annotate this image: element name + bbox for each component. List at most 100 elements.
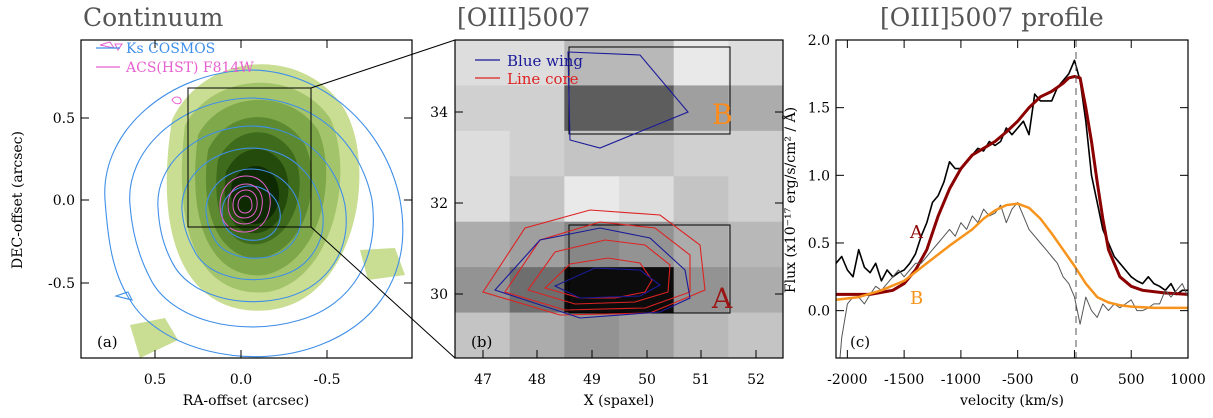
panel-a-frame	[80, 39, 413, 359]
heatmap-cell	[619, 176, 675, 223]
b-xtick-2: 49	[583, 372, 601, 388]
heatmap-cell	[455, 267, 511, 314]
c-xlabel: velocity (km/s)	[959, 393, 1064, 409]
a-ytick-2: -0.5	[48, 276, 75, 292]
heatmap-cell	[619, 85, 675, 132]
c-xtick-2: -1000	[941, 372, 981, 388]
a-ytick-0: 0.5	[53, 111, 75, 127]
panel-c: [OIII]5007 profile A B (c) -2000 -1500 -10…	[781, 3, 1206, 409]
heatmap-cell	[564, 85, 620, 132]
b-xtick-3: 50	[638, 372, 656, 388]
a-xtick-1: 0.0	[230, 372, 252, 388]
a-xtick-2: -0.5	[314, 372, 341, 388]
series-line-b-fit	[836, 202, 1188, 310]
heatmap-cell	[619, 130, 675, 177]
c-ytick-4: 2.0	[808, 33, 830, 49]
connector-top	[310, 39, 456, 89]
c-ytick-2: 1.0	[808, 168, 830, 184]
heatmap-cell	[673, 176, 729, 223]
heatmap-cell	[455, 130, 511, 177]
series-line-a	[836, 59, 1188, 296]
heatmap-cell	[455, 221, 511, 268]
heatmap-cell	[728, 221, 783, 268]
heatmap-cell	[673, 85, 729, 132]
panel-a-label: (a)	[97, 333, 118, 351]
series-line-a-fit	[836, 75, 1188, 296]
b-ytick-2: 34	[430, 105, 448, 121]
heatmap-cell	[509, 40, 565, 86]
panel-a: Continuum	[10, 3, 413, 409]
legend-ks: Ks COSMOS	[126, 41, 215, 57]
heatmap-cell	[564, 40, 620, 86]
panel-a-legend: Ks COSMOS ACS(HST) F814W	[96, 41, 254, 76]
b-xtick-5: 52	[747, 372, 765, 388]
a-ylabel: DEC-offset (arcsec)	[10, 131, 26, 269]
heatmap-cell	[509, 267, 565, 314]
heatmap-cell	[455, 85, 511, 132]
b-xtick-1: 48	[528, 372, 546, 388]
c-ylabel: Flux (x10⁻¹⁷ erg/s/cm² / Å)	[781, 107, 799, 293]
heatmap-cell	[455, 176, 511, 223]
c-xtick-0: -2000	[827, 372, 867, 388]
panel-c-ticks: -2000 -1500 -1000 -500 0 500 1000 0.0 0.5 1.0 1.5 2…	[808, 33, 1206, 388]
b-xlabel: X (spaxel)	[584, 393, 655, 409]
b-ytick-1: 32	[430, 196, 448, 212]
panel-b-label: (b)	[471, 333, 492, 351]
c-xtick-3: -500	[1002, 372, 1033, 388]
a-xlabel: RA-offset (arcsec)	[183, 393, 309, 409]
heatmap-cell	[728, 267, 783, 314]
c-ytick-3: 1.5	[808, 101, 830, 117]
continuum-map	[99, 41, 405, 358]
series-line-b	[839, 201, 1188, 358]
spaxel-heatmap	[455, 40, 783, 358]
heatmap-cell	[673, 40, 729, 86]
b-ytick-0: 30	[430, 287, 448, 303]
region-label-b: B	[712, 98, 733, 131]
panel-b-ticks	[455, 111, 783, 358]
profile-lines	[836, 59, 1188, 358]
c-xtick-4: 0	[1070, 372, 1079, 388]
fill-contour-1b	[130, 318, 178, 358]
heatmap-cell	[728, 130, 783, 177]
line-core-contours	[482, 209, 706, 316]
panel-b: [OIII]5007 Blue wing	[430, 3, 784, 409]
a-ytick-1: 0.0	[53, 193, 75, 209]
heatmap-cell	[673, 267, 729, 314]
heatmap-cell	[564, 130, 620, 177]
panel-b-legend: Blue wing Line core	[475, 52, 583, 88]
acs-contours	[99, 41, 271, 233]
c-xtick-1: -1500	[884, 372, 924, 388]
legend-acs: ACS(HST) F814W	[125, 60, 254, 76]
c-xtick-6: 1000	[1170, 372, 1206, 388]
blue-wing-contours	[494, 51, 691, 319]
panel-a-title: Continuum	[83, 3, 224, 32]
heatmap-cell	[564, 267, 620, 314]
heatmap-cell	[509, 176, 565, 223]
connector-bottom	[310, 226, 456, 359]
fill-contour-1c	[360, 248, 405, 280]
region-label-a: A	[711, 282, 733, 315]
panel-a-ticks	[81, 40, 412, 358]
panel-b-frame	[454, 39, 784, 359]
zoom-box	[187, 87, 312, 228]
panel-c-label: (c)	[850, 333, 870, 351]
heatmap-cell	[728, 176, 783, 223]
heatmap-cell	[673, 130, 729, 177]
legend-line-core: Line core	[507, 70, 579, 88]
heatmap-cell	[455, 40, 511, 86]
heatmap-cell	[728, 85, 783, 132]
b-xtick-4: 51	[692, 372, 710, 388]
panel-c-title: [OIII]5007 profile	[880, 3, 1104, 32]
ks-contours	[104, 69, 404, 358]
series-label-b: B	[910, 288, 923, 309]
c-ytick-1: 0.5	[808, 236, 830, 252]
a-xtick-0: 0.5	[144, 372, 166, 388]
series-label-a: A	[909, 222, 924, 243]
heatmap-cell	[728, 40, 783, 86]
heatmap-cell	[509, 85, 565, 132]
heatmap-cell	[509, 130, 565, 177]
legend-blue-wing: Blue wing	[507, 52, 583, 70]
heatmap-cell	[619, 221, 675, 268]
panel-c-frame	[835, 39, 1189, 359]
